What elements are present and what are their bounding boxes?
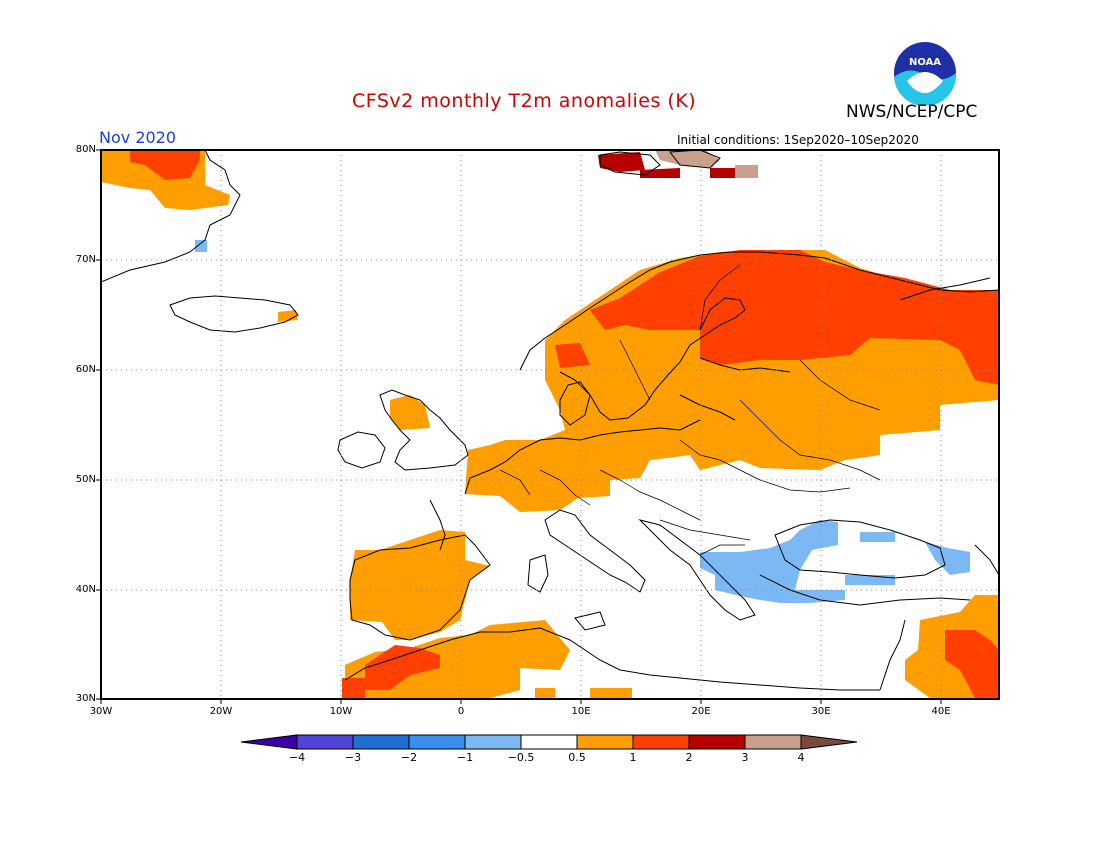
anomaly-darkred-region: [598, 152, 735, 178]
lat-label-30n: 30N: [75, 693, 96, 704]
chart-title: CFSv2 monthly T2m anomalies (K): [352, 90, 697, 112]
colorbar-segment: [240, 734, 298, 750]
colorbar-segment: [520, 734, 578, 750]
colorbar-label: −2: [400, 751, 418, 764]
colorbar-label: 4: [797, 751, 805, 764]
colorbar-label: −4: [288, 751, 306, 764]
anomaly-blue-region: [195, 240, 970, 603]
axis-ticks: [96, 149, 942, 704]
colorbar-segment: [744, 734, 802, 750]
agency-label: NWS/NCEP/CPC: [846, 102, 978, 122]
colorbar-label: 2: [685, 751, 693, 764]
colorbar-label: −1: [456, 751, 474, 764]
lon-label-40e: 40E: [931, 706, 951, 717]
initial-conditions: Initial conditions: 1Sep2020–10Sep2020: [677, 133, 919, 147]
lon-label-20e: 20E: [691, 706, 711, 717]
colorbar-segment: [464, 734, 522, 750]
colorbar-segment: [408, 734, 466, 750]
noaa-logo: NOAA: [894, 42, 957, 105]
noaa-logo-text: NOAA: [909, 57, 941, 68]
colorbar-label: −3: [344, 751, 362, 764]
lon-label-10e: 10E: [571, 706, 591, 717]
month-label: Nov 2020: [99, 128, 177, 147]
lat-label-70n: 70N: [75, 254, 96, 265]
country-borders: [499, 264, 881, 556]
colorbar-segment: [296, 734, 354, 750]
colorbar-segment: [632, 734, 690, 750]
lon-label-30e: 30E: [811, 706, 831, 717]
lat-label-40n: 40N: [75, 584, 96, 595]
colorbar-segment: [352, 734, 410, 750]
colorbar-label: 3: [741, 751, 749, 764]
coastlines: [101, 150, 999, 691]
colorbar-segment: [688, 734, 746, 750]
lon-label-20w: 20W: [209, 706, 233, 717]
colorbar-label: 0.5: [568, 751, 586, 764]
anomaly-red-region: [130, 150, 999, 698]
colorbar-label: 1: [629, 751, 637, 764]
colorbar-segment: [576, 734, 634, 750]
lon-label-10w: 10W: [329, 706, 353, 717]
lon-label-30w: 30W: [89, 706, 113, 717]
anomaly-tan-region: [655, 150, 758, 178]
colorbar-label: −0.5: [507, 751, 535, 764]
lat-label-60n: 60N: [75, 364, 96, 375]
lon-label-0: 0: [457, 706, 465, 717]
lat-label-50n: 50N: [75, 474, 96, 485]
lat-label-80n: 80N: [75, 144, 96, 155]
colorbar-segment: [800, 734, 858, 750]
